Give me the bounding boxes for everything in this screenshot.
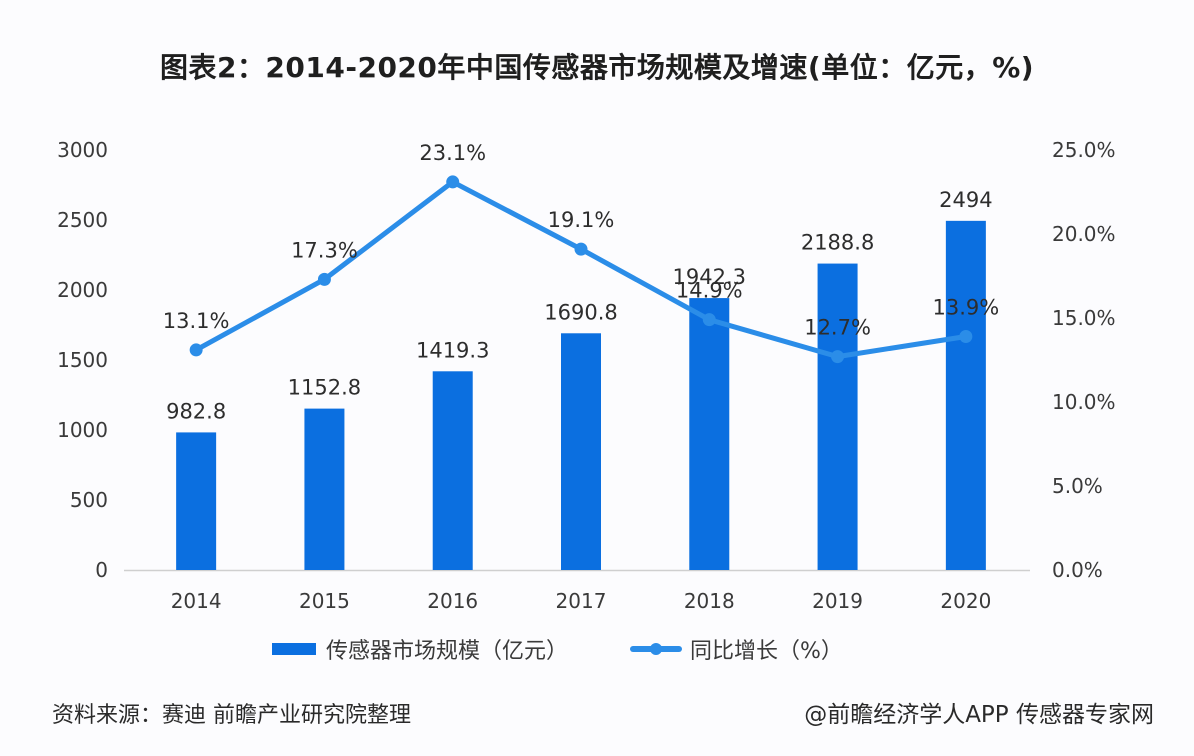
left-tick-label: 1000: [57, 418, 108, 442]
left-axis: 0 500 1000 1500 2000 2500 3000: [57, 138, 108, 582]
line-point: [189, 343, 203, 357]
legend-bar-label: 传感器市场规模（亿元）: [326, 639, 569, 664]
bar: [432, 371, 473, 570]
line-value-label: 23.1%: [419, 141, 486, 165]
x-tick-label: 2020: [940, 589, 991, 613]
line-point: [446, 175, 460, 189]
line-value-label: 14.9%: [676, 279, 743, 303]
credit-watermark: @前瞻经济学人APP 传感器专家网: [804, 702, 1154, 728]
bar: [945, 220, 986, 570]
bar: [561, 333, 601, 570]
chart-title: 图表2：2014-2020年中国传感器市场规模及增速(单位：亿元，%): [159, 51, 1035, 84]
line-point: [831, 350, 845, 364]
bar-swatch-icon: [272, 643, 316, 655]
left-tick-label: 1500: [57, 348, 108, 372]
line-point: [317, 272, 331, 286]
left-tick-label: 500: [70, 488, 108, 512]
line-point: [574, 242, 588, 256]
left-tick-label: 2500: [57, 208, 108, 232]
left-tick-label: 3000: [57, 138, 108, 162]
left-tick-label: 0: [95, 558, 108, 582]
bar-series: [176, 220, 986, 570]
x-tick-label: 2019: [812, 589, 863, 613]
line-value-label: 13.1%: [163, 309, 230, 333]
bar: [689, 298, 730, 570]
bar-data-labels: 982.8 1152.8 1419.3 1690.8 1942.3 2188.8 2494: [166, 188, 993, 424]
bar-value-label: 1152.8: [288, 376, 361, 400]
x-tick-label: 2016: [427, 589, 478, 613]
bar-value-label: 1690.8: [544, 300, 617, 324]
line-point: [702, 313, 716, 327]
right-axis: 0.0% 5.0% 10.0% 15.0% 20.0% 25.0%: [1052, 138, 1116, 582]
right-tick-label: 0.0%: [1052, 558, 1103, 582]
line-marker-icon: [630, 643, 683, 655]
bar-value-label: 1419.3: [416, 338, 489, 362]
bar-value-label: 1942.3: [673, 265, 746, 289]
bar: [817, 263, 858, 570]
line-value-label: 19.1%: [548, 208, 615, 232]
x-tick-label: 2015: [299, 589, 350, 613]
right-tick-label: 15.0%: [1052, 306, 1116, 330]
right-tick-label: 25.0%: [1052, 138, 1116, 162]
x-axis: 2014 2015 2016 2017 2018 2019 2020: [171, 589, 992, 613]
right-tick-label: 5.0%: [1052, 474, 1103, 498]
right-tick-label: 10.0%: [1052, 390, 1116, 414]
bar-value-label: 2188.8: [801, 231, 874, 255]
line-series: [189, 175, 973, 364]
source-note: 资料来源：赛迪 前瞻产业研究院整理: [52, 703, 411, 728]
x-tick-label: 2017: [556, 589, 607, 613]
legend-item-line[interactable]: 同比增长（%）: [630, 633, 843, 665]
line-point: [959, 329, 973, 343]
right-tick-label: 20.0%: [1052, 222, 1116, 246]
line-value-label: 13.9%: [932, 295, 999, 319]
line-value-label: 17.3%: [291, 238, 358, 262]
line-value-label: 12.7%: [804, 316, 871, 340]
legend-line-label: 同比增长（%）: [690, 639, 843, 664]
legend-item-bar[interactable]: 传感器市场规模（亿元）: [272, 633, 568, 665]
bar-value-label: 2494: [939, 188, 992, 212]
line-data-labels: 13.1% 17.3% 23.1% 19.1% 14.9% 12.7% 13.9%: [163, 141, 999, 340]
x-tick-label: 2018: [684, 589, 735, 613]
legend: 传感器市场规模（亿元） 同比增长（%）: [272, 633, 905, 665]
left-tick-label: 2000: [57, 278, 108, 302]
x-tick-label: 2014: [171, 589, 222, 613]
bar: [176, 432, 217, 570]
bar-value-label: 982.8: [166, 399, 226, 423]
bar: [304, 408, 345, 570]
